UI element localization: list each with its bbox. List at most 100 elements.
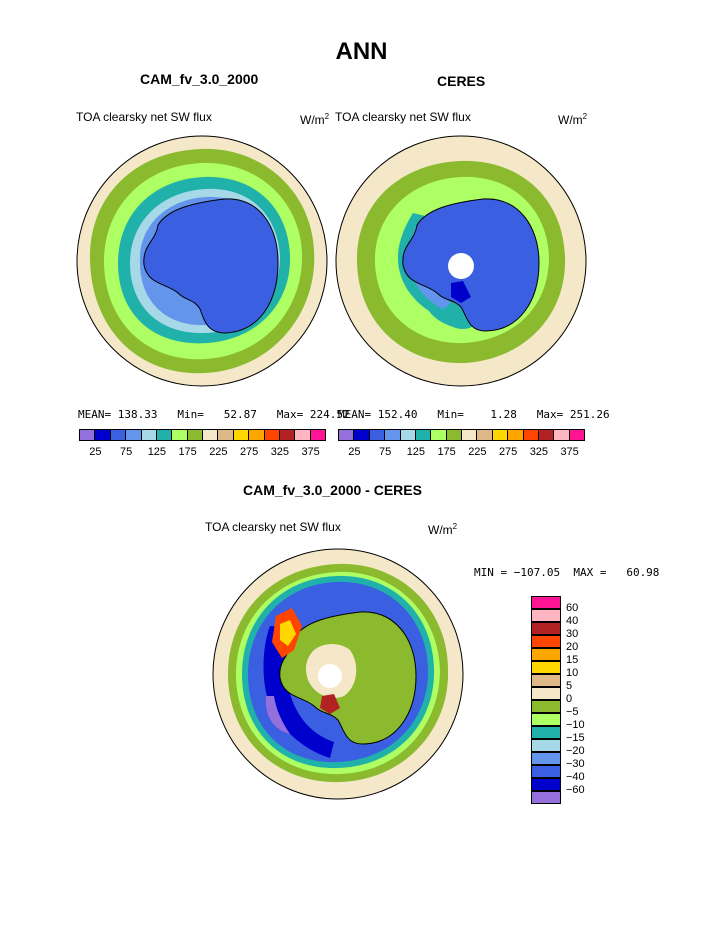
colorbar-cell (531, 687, 561, 700)
panel-1-stats: MEAN= 138.33 Min= 52.87 Max= 224.52 (78, 408, 350, 421)
colorbar-tick-label: 175 (178, 446, 197, 458)
diff-title: CAM_fv_3.0_2000 - CERES (243, 482, 422, 498)
colorbar-cell (461, 429, 478, 441)
colorbar-cell (531, 596, 561, 609)
colorbar-tick-label: 275 (498, 446, 518, 458)
pole-hole (318, 664, 342, 688)
colorbar-cell (522, 429, 539, 441)
colorbar-tick-label: −40 (566, 771, 585, 783)
colorbar-tick-label: 0 (566, 693, 573, 705)
band-deep-blue (263, 626, 334, 758)
colorbar-tick-label: 60 (566, 602, 579, 614)
colorbar-cell (94, 429, 111, 441)
colorbar-cell (294, 429, 311, 441)
colorbar-cell (309, 429, 326, 441)
colorbar-cell (248, 429, 265, 441)
colorbar-tick-label: −10 (566, 719, 585, 731)
colorbar-tick-label: 375 (301, 446, 320, 458)
colorbar-cell (531, 609, 561, 622)
colorbar-cell (217, 429, 234, 441)
colorbar-cell (263, 429, 280, 441)
colorbar-cell (171, 429, 188, 441)
colorbar-cell (531, 765, 561, 778)
colorbar-cell (531, 713, 561, 726)
colorbar-cell (232, 429, 250, 441)
colorbar-tick-label: 125 (406, 446, 426, 458)
colorbar-difference (531, 596, 561, 804)
colorbar-cell (553, 429, 570, 441)
colorbar-tick-label: −20 (566, 745, 585, 757)
colorbar-cell (79, 429, 96, 441)
colorbar-cell (531, 700, 561, 713)
colorbar-cell (476, 429, 493, 441)
difference-polar-map (212, 548, 464, 800)
panel-2-title: CERES (437, 73, 486, 89)
colorbar-cell (202, 429, 219, 441)
diff-units: W/m2 (428, 522, 458, 537)
colorbar-cell (368, 429, 386, 441)
colorbar-ceres (338, 429, 585, 441)
colorbar-tick-label: −15 (566, 732, 585, 744)
colorbar-cell (531, 661, 561, 674)
colorbar-cell (353, 429, 370, 441)
colorbar-cell (491, 429, 509, 441)
colorbar-tick-label: 325 (529, 446, 549, 458)
colorbar-cell (531, 752, 561, 765)
colorbar-cell (537, 429, 555, 441)
model-polar-map (76, 135, 328, 387)
colorbar-tick-label: 20 (566, 641, 579, 653)
band-purple (265, 696, 290, 734)
colorbar-cell (568, 429, 585, 441)
colorbar-tick-label: 10 (566, 667, 579, 679)
colorbar-cell (109, 429, 127, 441)
colorbar-model (79, 429, 326, 441)
colorbar-cell (531, 648, 561, 661)
colorbar-tick-label: 5 (566, 680, 573, 692)
band-deep-blue (451, 281, 471, 303)
colorbar-cell (278, 429, 296, 441)
antarctica-landmass (143, 198, 279, 334)
colorbar-cell (399, 429, 416, 441)
colorbar-tick-label: 275 (239, 446, 259, 458)
panel-2-units: W/m2 (558, 112, 588, 127)
colorbar-cell (531, 778, 561, 791)
band-yellow-patch (280, 620, 296, 646)
colorbar-cell (125, 429, 142, 441)
band-darkred-patch (320, 694, 340, 714)
pole-hole (448, 253, 474, 279)
colorbar-tick-label: 75 (120, 446, 133, 458)
colorbar-tick-label: 15 (566, 654, 579, 666)
colorbar-cell (186, 429, 203, 441)
colorbar-cell (531, 622, 561, 635)
colorbar-cell (338, 429, 355, 441)
colorbar-cell (430, 429, 447, 441)
colorbar-cell (155, 429, 173, 441)
colorbar-cell (531, 674, 561, 687)
colorbar-tick-label: 75 (379, 446, 392, 458)
panel-1-title: CAM_fv_3.0_2000 (140, 71, 259, 87)
colorbar-cell (531, 726, 561, 739)
colorbar-tick-label: 375 (560, 446, 579, 458)
colorbar-cell (531, 739, 561, 752)
panel-1-units: W/m2 (300, 112, 330, 127)
colorbar-difference-ticks: 60 40 30 20 15 10 5 0 −5 −10 −15 −20 −30 −40 −60 (566, 596, 626, 804)
diff-variable: TOA clearsky net SW flux (205, 520, 341, 534)
colorbar-tick-label: 25 (89, 446, 102, 458)
diff-minmax: MIN = −107.05 MAX = 60.98 (474, 566, 660, 579)
colorbar-cell (140, 429, 157, 441)
colorbar-cell (384, 429, 401, 441)
colorbar-tick-label: 125 (147, 446, 167, 458)
colorbar-tick-label: 25 (348, 446, 361, 458)
colorbar-cell (414, 429, 432, 441)
colorbar-cell (507, 429, 524, 441)
colorbar-tick-label: 325 (270, 446, 290, 458)
colorbar-tick-label: 225 (209, 446, 228, 458)
colorbar-tick-label: 30 (566, 628, 579, 640)
panel-2-stats: MEAN= 152.40 Min= 1.28 Max= 251.26 (338, 408, 610, 421)
colorbar-cell (445, 429, 462, 441)
panel-1-variable: TOA clearsky net SW flux (76, 110, 212, 124)
colorbar-tick-label: −60 (566, 784, 585, 796)
colorbar-cell (531, 635, 561, 648)
colorbar-tick-label: 175 (437, 446, 456, 458)
colorbar-tick-label: −30 (566, 758, 585, 770)
